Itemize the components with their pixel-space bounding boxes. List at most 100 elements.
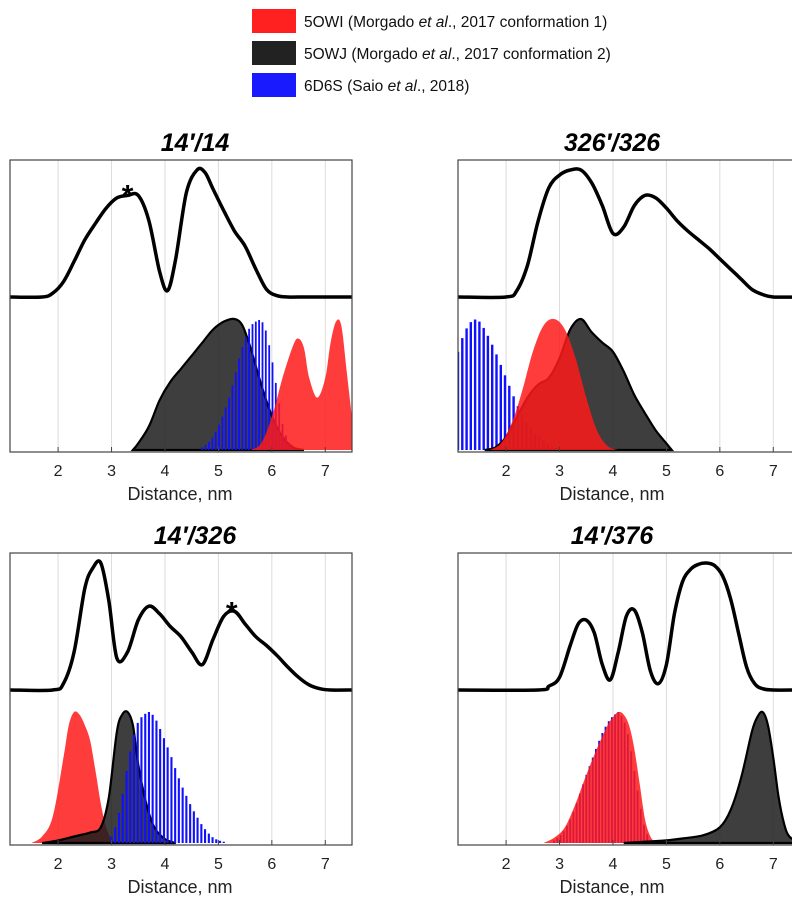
histogram-bar	[129, 751, 132, 843]
x-tick-label: 4	[609, 463, 618, 480]
histogram-bar	[221, 416, 224, 450]
legend-label: 6D6S (Saio et al., 2018)	[304, 78, 469, 95]
histogram-bar	[151, 714, 154, 843]
histogram-bar	[228, 397, 230, 450]
histogram-bar	[231, 385, 234, 450]
x-tick-label: 2	[54, 463, 63, 480]
histogram-bar	[251, 324, 254, 450]
histogram-bar	[219, 840, 222, 843]
histogram-bar	[118, 812, 121, 843]
histogram-bar	[234, 372, 237, 450]
x-tick-label: 3	[107, 856, 116, 873]
histogram-bar	[159, 729, 162, 843]
histogram-bar	[166, 747, 169, 843]
panel-title: 14′/376	[571, 522, 655, 550]
series-5OWJ	[623, 710, 792, 845]
histogram-bar	[196, 817, 199, 843]
peak-annotation: *	[122, 179, 134, 212]
histogram-bar	[271, 362, 274, 450]
panel-3: * 2 3 4 5 6 7 Distance, nm 14′/326	[9, 522, 353, 897]
x-tick-label: 3	[555, 463, 564, 480]
histogram-bar	[268, 345, 271, 450]
panels: * 2 3 4 5 6 7 Distance, nm 14′/14 2 3 4 5 6 7 Distance,…	[9, 129, 792, 897]
series-5OWI	[31, 711, 117, 843]
histogram-bar	[264, 330, 267, 450]
histogram-bar	[200, 824, 203, 843]
histogram-bar	[215, 839, 218, 843]
axes-frame	[457, 552, 792, 846]
x-tick-label: 5	[662, 856, 671, 873]
histogram-bar	[170, 757, 173, 843]
series-5OWI	[543, 711, 656, 843]
x-tick-label: 6	[715, 856, 724, 873]
x-tick-label: 5	[662, 463, 671, 480]
x-tick-label: 4	[609, 856, 618, 873]
x-tick-label: 2	[502, 463, 511, 480]
histogram-bar	[204, 829, 207, 843]
histogram-bar	[491, 344, 494, 450]
x-axis-label: Distance, nm	[559, 484, 664, 504]
legend-swatch	[252, 41, 296, 65]
panel-title: 14′/326	[154, 522, 238, 550]
histogram-bar	[261, 322, 264, 450]
histogram-bar	[121, 793, 124, 843]
panel-2: 2 3 4 5 6 7 Distance, nm 326′/326	[457, 129, 792, 504]
legend: 5OWI (Morgado et al., 2017 conformation …	[252, 9, 611, 97]
x-tick-label: 7	[769, 463, 778, 480]
histogram-bar	[469, 322, 472, 450]
histogram-bar	[125, 771, 128, 843]
panel-title: 326′/326	[564, 129, 661, 157]
experimental-distribution	[10, 559, 352, 693]
experimental-distribution	[458, 167, 792, 300]
x-tick-label: 2	[502, 856, 511, 873]
series-6D6S	[110, 712, 225, 844]
histogram-bar	[218, 424, 220, 450]
x-axis-label: Distance, nm	[127, 484, 232, 504]
histogram-bar	[503, 375, 507, 450]
histogram-bar	[461, 338, 464, 450]
histogram-bar	[248, 328, 250, 450]
series-6D6S	[201, 320, 294, 450]
histogram-bar	[254, 321, 257, 450]
x-tick-label: 6	[715, 463, 724, 480]
x-tick-label: 6	[267, 463, 276, 480]
histogram-bar	[214, 431, 217, 450]
histogram-bar	[211, 837, 214, 843]
x-tick-label: 3	[107, 463, 116, 480]
x-tick-label: 5	[214, 463, 223, 480]
histogram-bar	[207, 833, 210, 843]
axes-frame	[9, 159, 353, 453]
x-axis-label: Distance, nm	[559, 877, 664, 897]
axes-frame	[457, 159, 792, 453]
axes-frame	[9, 552, 353, 846]
histogram-bar	[201, 447, 204, 450]
series-5OWI	[250, 319, 352, 450]
histogram-bar	[132, 734, 135, 843]
x-tick-label: 6	[267, 856, 276, 873]
histogram-bar	[495, 354, 498, 450]
histogram-bar	[465, 328, 468, 450]
experimental-distribution	[10, 166, 352, 300]
histogram-bar	[211, 437, 214, 450]
series-5OWI	[490, 318, 619, 450]
legend-label: 5OWI (Morgado et al., 2017 conformation …	[304, 14, 607, 31]
histogram-bar	[222, 841, 225, 843]
histogram-bar	[155, 720, 158, 843]
peak-annotation: *	[226, 597, 238, 630]
histogram-bar	[189, 804, 192, 843]
histogram-bar	[224, 407, 227, 450]
x-tick-label: 2	[54, 856, 63, 873]
histogram-bar	[508, 385, 511, 450]
histogram-bar	[208, 441, 210, 450]
experimental-distribution	[458, 561, 792, 693]
histogram-bar	[241, 347, 244, 450]
histogram-bar	[177, 778, 180, 843]
x-axis-label: Distance, nm	[127, 877, 232, 897]
histogram-bar	[499, 364, 502, 450]
x-tick-label: 5	[214, 856, 223, 873]
panel-4: 2 3 4 5 6 7 Distance, nm 14′/376	[457, 522, 792, 897]
histogram-bar	[482, 327, 485, 450]
histogram-bar	[258, 320, 260, 450]
histogram-bar	[147, 712, 150, 843]
